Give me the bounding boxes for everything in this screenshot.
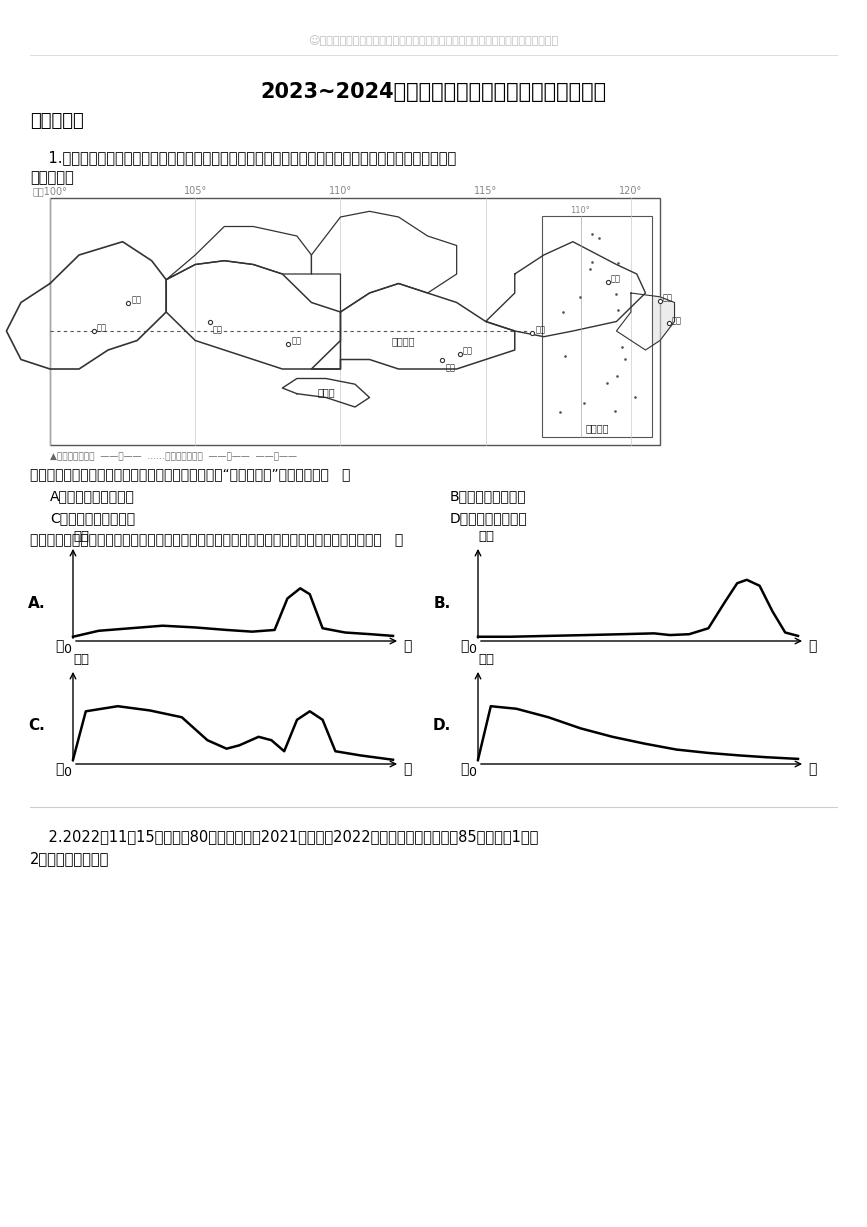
Text: 海拔: 海拔: [73, 530, 89, 544]
Text: 2，完成下面小题。: 2，完成下面小题。: [30, 852, 109, 866]
Text: 香港: 香港: [463, 346, 473, 356]
Text: 一、单选题: 一、单选题: [30, 112, 84, 130]
Text: 南宁: 南宁: [291, 336, 301, 346]
Text: 东经100°: 东经100°: [33, 187, 68, 196]
Text: 南海诸岛: 南海诸岛: [585, 423, 609, 433]
Text: 东: 东: [808, 762, 817, 775]
Text: 【小题２】同学们手绘了我国地势沿北回归线剖面示意图（下图），其中最接近实际的一幅是（   ）: 【小题２】同学们手绘了我国地势沿北回归线剖面示意图（下图），其中最接近实际的一幅…: [30, 533, 403, 547]
Polygon shape: [616, 293, 675, 350]
Text: 东: 东: [808, 639, 817, 653]
Text: 海拔: 海拔: [73, 653, 89, 666]
Text: 【小题１】广东省肇庆市封开北回归线标志塔内出现“立竿不见影”现象的当日（   ）: 【小题１】广东省肇庆市封开北回归线标志塔内出现“立竿不见影”现象的当日（ ）: [30, 467, 350, 481]
Text: 西: 西: [460, 639, 468, 653]
Text: 东: 东: [403, 762, 411, 775]
Text: 105°: 105°: [184, 187, 207, 196]
Text: 2023~2024学年湖南娄底初三上学期期末地理试卷: 2023~2024学年湖南娄底初三上学期期末地理试卷: [260, 82, 606, 102]
Text: 110°: 110°: [329, 187, 352, 196]
Text: 昆明: 昆明: [132, 294, 141, 304]
Text: B．太阳正直射赤道: B．太阳正直射赤道: [450, 490, 526, 503]
Text: 海拔: 海拔: [478, 653, 494, 666]
Text: 1.北回归线标志塔是标志地理学上北回归线经过地方的建筑物。下图为我国局部省区示意图，读图，完成: 1.北回归线标志塔是标志地理学上北回归线经过地方的建筑物。下图为我国局部省区示意…: [30, 150, 456, 164]
Text: 西: 西: [55, 762, 63, 775]
Text: A.: A.: [29, 595, 46, 611]
Text: 0: 0: [63, 643, 71, 656]
Text: 0: 0: [468, 766, 476, 779]
Text: 西: 西: [55, 639, 63, 653]
Text: 下面小题。: 下面小题。: [30, 171, 74, 185]
Text: 0: 0: [63, 766, 71, 779]
Text: 2.2022年11月15日为世界80亿人口日。与2021年相比，2022年中国人口总数减少了85万。读图1、图: 2.2022年11月15日为世界80亿人口日。与2021年相比，2022年中国人…: [30, 829, 538, 844]
Text: C．昆明比汕头的夜长: C．昆明比汕头的夜长: [50, 510, 135, 525]
Text: 汕头: 汕头: [535, 325, 545, 335]
Text: 福州: 福州: [610, 274, 621, 283]
Text: 澳门: 澳门: [445, 363, 455, 372]
Text: ☺寄语曰：目标犹如灯塔，指引方向；坚定信念，任何风浪都无法动摇向前的决心。: ☺寄语曰：目标犹如灯塔，指引方向；坚定信念，任何风浪都无法动摇向前的决心。: [308, 36, 558, 45]
Text: ▲北回归线标志塔  ——界——  ……政治行政区界线  ——堂——  ——河——: ▲北回归线标志塔 ——界—— ……政治行政区界线 ——堂—— ——河——: [50, 452, 297, 461]
Text: 0: 0: [468, 643, 476, 656]
Polygon shape: [283, 378, 369, 407]
Text: 120°: 120°: [619, 187, 642, 196]
Bar: [50, 198, 660, 445]
Text: 115°: 115°: [474, 187, 498, 196]
Text: 花荲: 花荲: [672, 315, 681, 325]
Text: D.: D.: [433, 719, 451, 734]
Text: 墨江: 墨江: [96, 324, 107, 333]
Text: B.: B.: [434, 595, 451, 611]
Text: 西: 西: [460, 762, 468, 775]
Text: 戟畅: 戟畅: [212, 325, 223, 334]
Text: 110°: 110°: [570, 206, 590, 215]
Bar: [542, 216, 652, 437]
Text: 海南省: 海南省: [317, 387, 335, 396]
Text: 东: 东: [403, 639, 411, 653]
Text: C.: C.: [29, 719, 45, 734]
Text: 台北: 台北: [663, 293, 673, 302]
Text: 海拔: 海拔: [478, 530, 494, 544]
Text: D．我国盛行西北风: D．我国盛行西北风: [450, 510, 528, 525]
Text: 北回归线: 北回归线: [392, 336, 415, 346]
Text: A．福州比汕头的昼长: A．福州比汕头的昼长: [50, 490, 135, 503]
